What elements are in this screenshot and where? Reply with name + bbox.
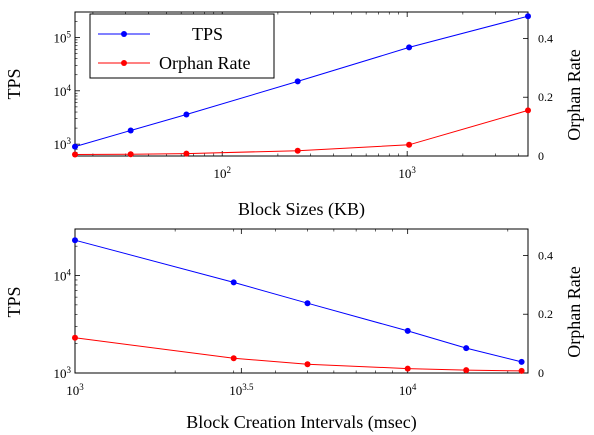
x-tick-label: 103 — [66, 382, 84, 398]
y-left-tick-label: 103 — [54, 365, 72, 381]
series-line-orphan-rate — [74, 337, 522, 372]
data-point-orphan-rate — [72, 334, 78, 341]
data-point-tps — [406, 44, 413, 51]
y-right-tick-label: 0 — [538, 366, 544, 380]
legend-label-orphan: Orphan Rate — [159, 53, 250, 73]
data-point-tps — [404, 327, 411, 334]
y-left-tick-label: 104 — [54, 268, 72, 284]
y-axis-label-left: TPS — [4, 68, 24, 99]
legend-marker-tps — [121, 31, 127, 37]
y-left-tick-label: 104 — [54, 83, 72, 99]
plot-frame — [74, 228, 529, 374]
series-line-tps — [74, 15, 529, 148]
data-point-orphan-rate — [230, 355, 237, 362]
x-tick-label: 103 — [398, 165, 416, 181]
data-point-orphan-rate — [406, 141, 413, 148]
x-axis-label: Block Creation Intervals (msec) — [186, 412, 416, 433]
y-right-tick-label: 0.2 — [538, 307, 553, 321]
legend: TPS Orphan Rate — [89, 13, 275, 79]
y-right-tick-label: 0.4 — [538, 248, 553, 262]
x-axis-label: Block Sizes (KB) — [238, 199, 365, 220]
x-tick-label: 104 — [399, 382, 417, 398]
series-line-tps — [74, 239, 522, 363]
legend-box — [89, 13, 275, 79]
data-point-orphan-rate — [525, 107, 531, 114]
y-left-tick-label: 105 — [54, 29, 72, 45]
data-point-orphan-rate — [304, 361, 311, 368]
data-point-tps — [463, 345, 470, 352]
data-point-orphan-rate — [183, 150, 190, 157]
y-right-tick-label: 0 — [538, 149, 544, 163]
data-point-tps — [72, 143, 78, 150]
y-right-tick-label: 0.2 — [538, 90, 553, 104]
y-axis-label-right: Orphan Rate — [564, 49, 584, 140]
data-point-orphan-rate — [463, 367, 470, 374]
y-axis-label-right: Orphan Rate — [564, 266, 584, 357]
x-tick-label: 102 — [213, 165, 231, 181]
data-point-orphan-rate — [404, 365, 411, 372]
data-point-tps — [518, 358, 525, 365]
y-left-tick-label: 103 — [54, 136, 72, 152]
series-line-orphan-rate — [74, 109, 529, 155]
data-point-tps — [294, 78, 301, 85]
y-right-tick-label: 0.4 — [538, 31, 553, 45]
data-point-tps — [183, 111, 190, 118]
data-point-tps — [304, 300, 311, 307]
bottom-chart: 103 103.5 104 103 104 0 0.2 0.4 Block Creation … — [4, 228, 584, 433]
data-point-orphan-rate — [518, 367, 525, 374]
y-axis-label-left: TPS — [4, 286, 24, 317]
data-point-orphan-rate — [127, 151, 134, 158]
data-point-tps — [525, 13, 531, 20]
data-point-tps — [230, 279, 237, 286]
data-point-tps — [72, 237, 78, 244]
legend-label-tps: TPS — [192, 24, 223, 44]
data-point-orphan-rate — [294, 147, 301, 154]
data-point-tps — [127, 127, 134, 134]
plot-frame — [74, 11, 529, 157]
data-point-orphan-rate — [72, 151, 78, 158]
x-tick-label: 103.5 — [229, 382, 254, 398]
legend-marker-orphan — [121, 60, 127, 66]
